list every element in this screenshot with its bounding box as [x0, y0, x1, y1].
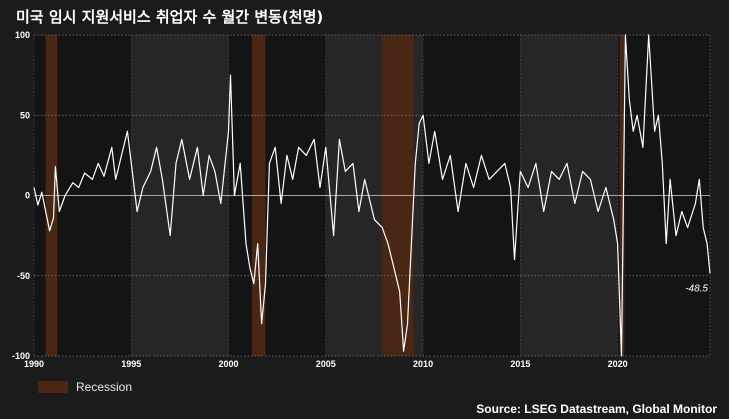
- last-value-label: -48.5: [685, 283, 708, 294]
- series-line: [33, 34, 711, 357]
- y-tick-label: 0: [25, 191, 30, 201]
- x-tick-label: 2005: [316, 359, 336, 369]
- x-tick-label: 2015: [510, 359, 530, 369]
- x-axis-ticks: 1990 1995 2000 2005 2010 2015 2020: [24, 359, 628, 369]
- x-tick-label: 2010: [413, 359, 433, 369]
- y-tick-label: -100: [12, 351, 30, 361]
- legend: Recession: [38, 380, 132, 394]
- y-axis-ticks: 100 50 0 -50 -100: [12, 30, 30, 361]
- source-note: Source: LSEG Datastream, Global Monitor: [476, 402, 717, 416]
- x-tick-label: 1995: [121, 359, 141, 369]
- x-tick-label: 2020: [608, 359, 628, 369]
- gridlines: [33, 34, 711, 357]
- legend-swatch-recession: [38, 381, 68, 393]
- x-tick-label: 1990: [24, 359, 44, 369]
- y-tick-label: 100: [15, 30, 30, 40]
- y-tick-label: 50: [20, 110, 30, 120]
- y-tick-label: -50: [17, 271, 30, 281]
- legend-label-recession: Recession: [76, 380, 133, 394]
- chart-title: 미국 임시 지원서비스 취업자 수 월간 변동(천명): [16, 8, 324, 26]
- x-tick-label: 2000: [219, 359, 239, 369]
